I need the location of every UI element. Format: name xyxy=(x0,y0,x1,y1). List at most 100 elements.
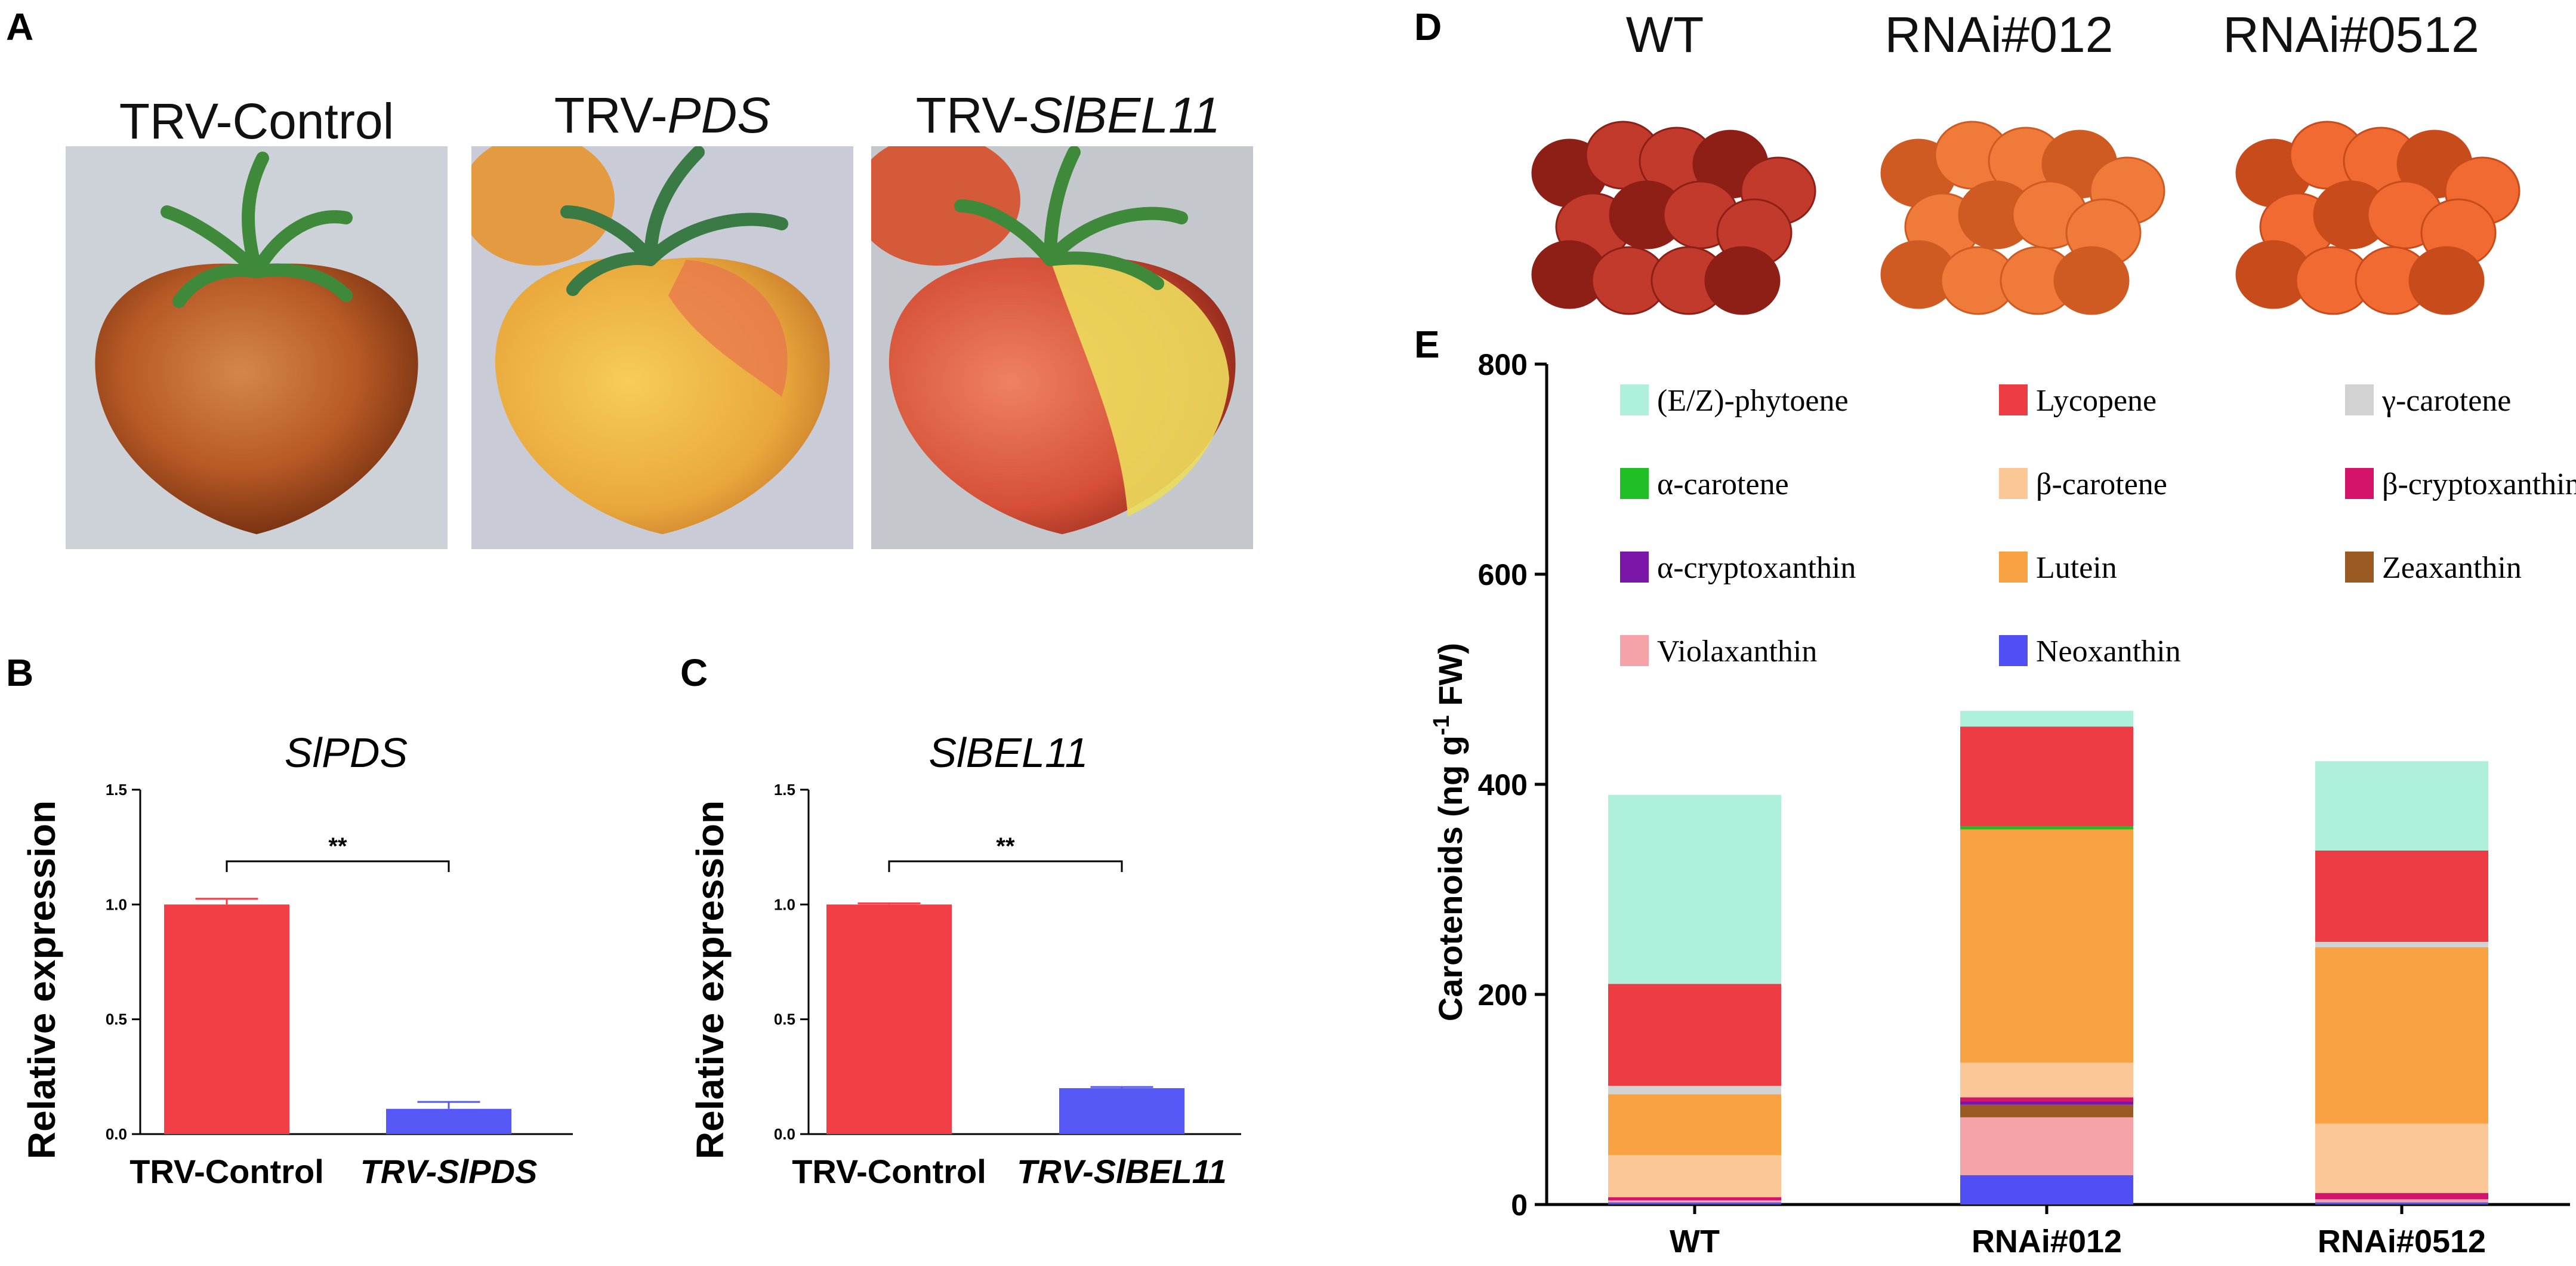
photo-trv-pds xyxy=(471,146,853,549)
x-category-label: WT xyxy=(1670,1224,1720,1259)
x-category-label: RNAi#0512 xyxy=(2318,1224,2486,1259)
stack-segment-violaxanthin xyxy=(1960,1117,2133,1175)
legend-swatch-beta_carotene xyxy=(1999,468,2028,499)
stack-segment-neoxanthin xyxy=(1608,1202,1781,1205)
tomato-trv-control-image xyxy=(66,146,448,549)
y-tick-label: 0 xyxy=(1511,1188,1528,1222)
panel-letter-d: D xyxy=(1414,5,1442,48)
chart-carotenoids: 0 200 400 600 800 Carotenoids (ng g-1 FW) WT RN… xyxy=(1429,348,2576,1259)
legend-swatch-beta_cryptoxanthin xyxy=(2345,468,2374,499)
stack-segment-beta_cryptoxanthin xyxy=(2315,1193,2488,1200)
y-axis-label: Relative expression xyxy=(20,800,63,1159)
panel-letter-a: A xyxy=(6,5,34,48)
y-tick-label: 800 xyxy=(1478,348,1528,381)
significance-bracket xyxy=(226,860,450,872)
tomato-fruit xyxy=(2053,246,2130,315)
x-category-label: TRV-SlBEL11 xyxy=(1017,1153,1227,1190)
stack-segment-lutein xyxy=(1608,1094,1781,1156)
significance-label: ** xyxy=(996,833,1015,860)
y-tick-label: 1.0 xyxy=(774,895,795,913)
stack-segment-alpha_carotene xyxy=(1960,826,2133,830)
stack-segment-gamma_carotene xyxy=(2315,942,2488,947)
stack-segment-lycopene xyxy=(1608,984,1781,1086)
y-tick-label: 0.0 xyxy=(106,1125,127,1143)
y-axis-label: Relative expression xyxy=(689,800,732,1159)
photo-label-trv-control: TRV-Control xyxy=(119,93,394,149)
photo-label-wt: WT xyxy=(1625,7,1704,63)
stack-segment-alpha_cryptoxanthin xyxy=(1960,1101,2133,1105)
legend-label: Neoxanthin xyxy=(2036,634,2181,669)
bar-2 xyxy=(386,1108,511,1134)
tomato-fruit xyxy=(1704,246,1781,315)
chart-title: SlPDS xyxy=(285,729,408,776)
photo-label-trv-slbel11: TRV-SlBEL11 xyxy=(915,87,1221,143)
significance-bracket xyxy=(888,860,1123,872)
tomato-clusters-image xyxy=(1531,121,2521,315)
x-category-label: RNAi#012 xyxy=(1972,1224,2122,1259)
legend-swatch-gamma_carotene xyxy=(2345,384,2374,415)
legend-label: β-carotene xyxy=(2036,467,2167,501)
stack-segment-neoxanthin xyxy=(2315,1202,2488,1205)
stack-segment-beta_carotene xyxy=(1608,1155,1781,1197)
stack-segment-phytoene xyxy=(1608,794,1781,984)
bar-1 xyxy=(164,904,289,1134)
stack-segment-gamma_carotene xyxy=(1608,1086,1781,1095)
stack-segment-violaxanthin xyxy=(1608,1200,1781,1203)
stack-segment-lycopene xyxy=(2315,850,2488,942)
legend-label: Lycopene xyxy=(2036,384,2157,418)
stack-segment-violaxanthin xyxy=(2315,1199,2488,1203)
y-tick-label: 1.0 xyxy=(106,895,127,913)
legend-swatch-violaxanthin xyxy=(1620,635,1649,666)
x-category-label: TRV-Control xyxy=(792,1153,986,1190)
y-tick-label: 0.0 xyxy=(774,1125,795,1143)
photo-label-trv-pds: TRV-PDS xyxy=(554,87,771,143)
legend-swatch-phytoene xyxy=(1620,384,1649,415)
legend-label: α-cryptoxanthin xyxy=(1657,551,1856,585)
stack-segment-phytoene xyxy=(2315,761,2488,851)
bar-1 xyxy=(826,904,952,1134)
legend-label: α-carotene xyxy=(1657,467,1789,501)
stack-segment-lutein xyxy=(1960,829,2133,1063)
legend-label: (E/Z)-phytoene xyxy=(1657,384,1849,418)
y-tick-label: 600 xyxy=(1478,558,1528,592)
tomato-trv-slbel11-image xyxy=(871,146,1253,549)
panel-letter-e: E xyxy=(1414,323,1440,366)
stack-segment-beta_cryptoxanthin xyxy=(1960,1097,2133,1102)
significance-label: ** xyxy=(328,833,347,860)
legend-swatch-neoxanthin xyxy=(1999,635,2028,666)
legend-label: β-cryptoxanthin xyxy=(2382,467,2576,501)
bar-2 xyxy=(1059,1088,1184,1134)
y-tick-label: 1.5 xyxy=(774,781,795,799)
panel-letter-b: B xyxy=(6,651,34,694)
photo-trv-slbel11 xyxy=(871,146,1253,549)
stack-segment-beta_carotene xyxy=(2315,1123,2488,1193)
legend-label: Lutein xyxy=(2036,551,2117,585)
tomato-trv-pds-image xyxy=(471,146,853,549)
stack-segment-beta_cryptoxanthin xyxy=(1608,1197,1781,1200)
legend-label: Zeaxanthin xyxy=(2382,551,2522,585)
y-tick-label: 400 xyxy=(1478,768,1528,802)
y-tick-label: 200 xyxy=(1478,978,1528,1012)
chart-slpds: 0.0 0.5 1.0 1.5 Relative expression SlPDS TRV-… xyxy=(20,729,573,1190)
chart-title: SlBEL11 xyxy=(928,729,1088,776)
photo-label-rnai012: RNAi#012 xyxy=(1884,7,2114,63)
legend-swatch-lycopene xyxy=(1999,384,2028,415)
legend-swatch-lutein xyxy=(1999,552,2028,583)
stack-segment-zeaxanthin xyxy=(1960,1104,2133,1117)
photo-trv-control xyxy=(66,146,448,549)
stack-segment-phytoene xyxy=(1960,710,2133,727)
legend-label: γ-carotene xyxy=(2381,384,2511,418)
photo-label-rnai0512: RNAi#0512 xyxy=(2223,7,2479,63)
legend-swatch-zeaxanthin xyxy=(2345,552,2374,583)
x-category-label: TRV-Control xyxy=(129,1153,324,1190)
tomato-fruit xyxy=(2408,246,2485,315)
y-tick-label: 1.5 xyxy=(106,781,127,799)
x-category-label: TRV-SlPDS xyxy=(360,1153,538,1190)
stack-segment-beta_carotene xyxy=(1960,1062,2133,1098)
y-tick-label: 0.5 xyxy=(106,1011,127,1028)
legend-swatch-alpha_carotene xyxy=(1620,468,1649,499)
legend-label: Violaxanthin xyxy=(1657,634,1817,669)
stack-segment-lycopene xyxy=(1960,726,2133,827)
stack-segment-neoxanthin xyxy=(1960,1175,2133,1205)
y-tick-label: 0.5 xyxy=(774,1011,795,1028)
